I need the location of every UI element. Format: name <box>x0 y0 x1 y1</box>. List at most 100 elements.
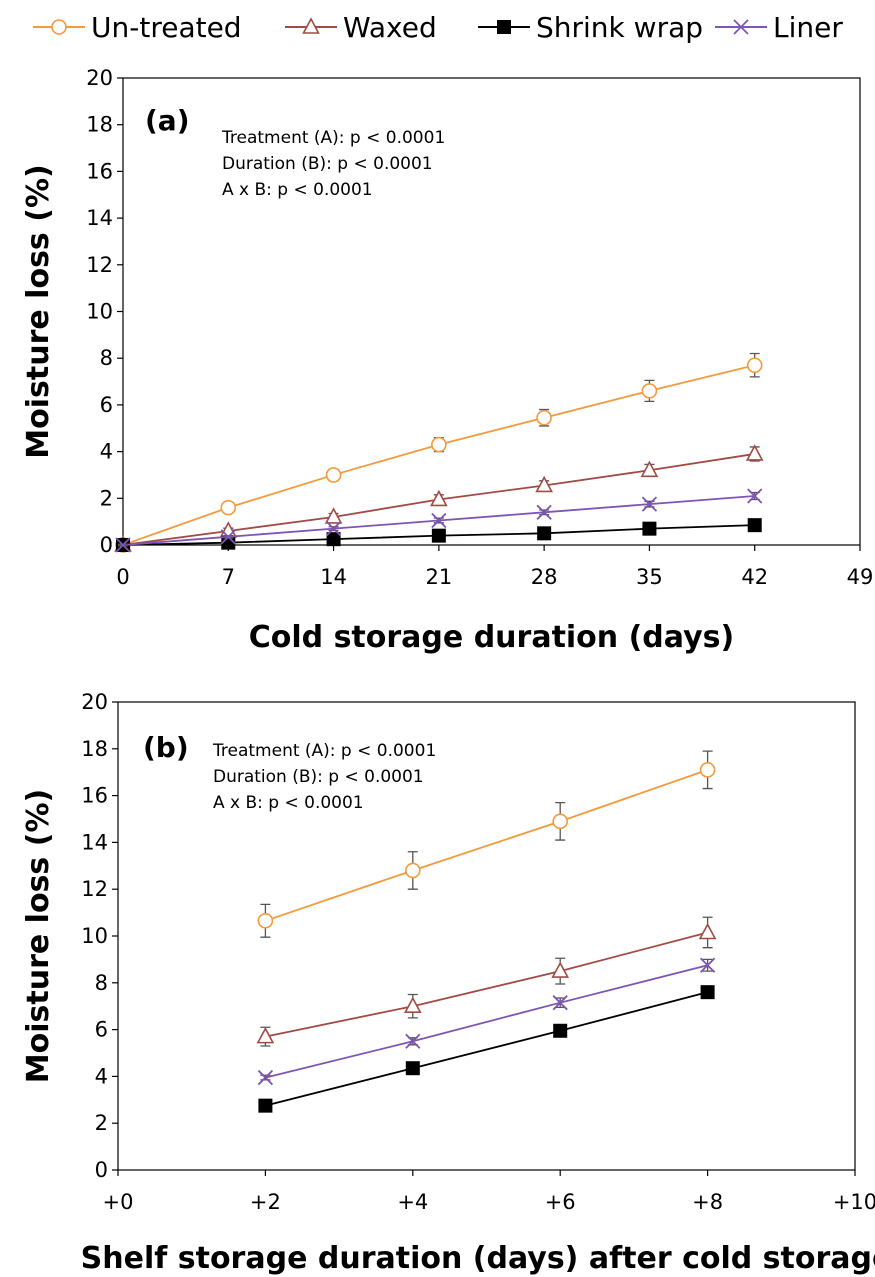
y-tick-label: 4 <box>100 440 113 464</box>
data-point <box>431 436 447 453</box>
x-tick-label: 14 <box>320 565 347 589</box>
data-point <box>325 467 342 483</box>
y-tick-label: 20 <box>81 690 108 714</box>
data-point <box>642 521 657 536</box>
stats-annotation: A x B: p < 0.0001 <box>213 793 364 813</box>
legend: Un-treated Waxed Shrink wrap Liner <box>33 11 843 44</box>
data-point <box>257 912 274 929</box>
y-tick-label: 16 <box>81 784 108 808</box>
y-axis-title: Moisture loss (%) <box>21 789 56 1083</box>
series-liner <box>115 488 763 553</box>
data-point <box>699 762 716 778</box>
series-line <box>265 964 708 1079</box>
y-tick-label: 16 <box>86 159 113 183</box>
x-tick-label: +10 <box>833 1190 875 1214</box>
y-tick-label: 2 <box>100 486 113 510</box>
legend-marker <box>733 19 749 35</box>
y-tick-label: 4 <box>95 1064 108 1088</box>
x-axis-title: Shelf storage duration (days) after cold… <box>81 1241 875 1276</box>
y-tick-label: 2 <box>95 1111 108 1135</box>
series-line <box>265 991 708 1107</box>
legend-marker <box>497 20 511 34</box>
data-point <box>641 383 658 399</box>
data-point <box>745 444 764 461</box>
data-point <box>256 1026 275 1044</box>
legend-label: Un-treated <box>91 11 242 44</box>
x-tick-label: 42 <box>741 565 768 589</box>
legend-marker <box>51 19 67 35</box>
x-tick-label: +2 <box>250 1190 281 1214</box>
series-un-treated <box>257 750 716 938</box>
panel-a-chart: 0 2 4 6 8 10 12 14 16 18 20 0 7 14 21 28 35 42 49 Cold stor… <box>21 66 873 655</box>
y-tick-label: 0 <box>100 533 113 557</box>
data-point <box>115 537 131 553</box>
y-tick-label: 12 <box>86 253 113 277</box>
legend-item: Waxed <box>285 11 437 44</box>
data-point <box>258 1098 273 1113</box>
data-point <box>699 957 716 973</box>
series-un-treated <box>115 352 763 553</box>
data-point <box>325 521 342 537</box>
data-point <box>698 922 717 940</box>
legend-item: Liner <box>715 11 843 44</box>
y-tick-label: 18 <box>86 113 113 137</box>
y-tick-label: 12 <box>81 877 108 901</box>
x-tick-label: +0 <box>103 1190 134 1214</box>
panel-b-chart: 0 2 4 6 8 10 12 14 16 18 20 +0 +2 +4 +6 +8 +10 Shelf stor… <box>21 690 875 1276</box>
data-point <box>747 518 762 533</box>
stats-annotation: Duration (B): p < 0.0001 <box>222 154 433 174</box>
data-point <box>405 1033 421 1049</box>
x-tick-label: +4 <box>397 1190 428 1214</box>
data-point <box>536 504 552 520</box>
legend-item: Un-treated <box>33 11 242 44</box>
data-point <box>326 532 341 547</box>
data-point <box>431 512 447 529</box>
y-tick-label: 14 <box>81 830 108 854</box>
x-axis-title: Cold storage duration (days) <box>249 620 734 655</box>
x-tick-label: 28 <box>531 565 558 589</box>
series-waxed <box>256 916 717 1047</box>
series-shrink-wrap <box>116 518 762 552</box>
y-tick-label: 10 <box>86 300 113 324</box>
y-axis-title: Moisture loss (%) <box>21 164 56 458</box>
x-tick-label: 0 <box>116 565 129 589</box>
data-point <box>535 475 553 493</box>
series-line <box>265 931 708 1038</box>
data-point <box>553 1023 568 1038</box>
data-point <box>537 526 552 541</box>
data-point <box>220 529 236 545</box>
data-point <box>405 1061 420 1076</box>
legend-marker <box>302 17 320 34</box>
x-tick-label: 7 <box>222 565 235 589</box>
y-tick-label: 0 <box>95 1158 108 1182</box>
x-tick-label: +6 <box>545 1190 576 1214</box>
series-line <box>265 769 708 922</box>
x-tick-label: 35 <box>636 565 663 589</box>
plot-area-frame <box>122 77 861 546</box>
x-tick-label: +8 <box>692 1190 723 1214</box>
y-tick-label: 14 <box>86 206 113 230</box>
data-point <box>746 357 763 374</box>
stats-annotation: A x B: p < 0.0001 <box>222 180 373 200</box>
y-tick-label: 18 <box>81 737 108 761</box>
data-point <box>551 961 570 978</box>
data-point <box>324 507 343 524</box>
data-point <box>220 499 237 516</box>
data-point <box>641 496 658 512</box>
panel-label: (a) <box>145 104 190 137</box>
data-point <box>747 488 763 504</box>
stats-annotation: Treatment (A): p < 0.0001 <box>221 128 445 148</box>
series-shrink-wrap <box>258 985 715 1113</box>
data-point <box>552 813 569 830</box>
data-point <box>403 996 422 1014</box>
legend-label: Shrink wrap <box>536 11 703 44</box>
y-tick-label: 6 <box>95 1018 108 1042</box>
data-point <box>552 995 568 1011</box>
legend-label: Waxed <box>343 11 437 44</box>
data-point <box>430 489 448 507</box>
stats-annotation: Duration (B): p < 0.0001 <box>213 767 424 787</box>
series-liner <box>257 957 716 1086</box>
data-point <box>640 460 659 478</box>
x-tick-label: 49 <box>847 565 874 589</box>
